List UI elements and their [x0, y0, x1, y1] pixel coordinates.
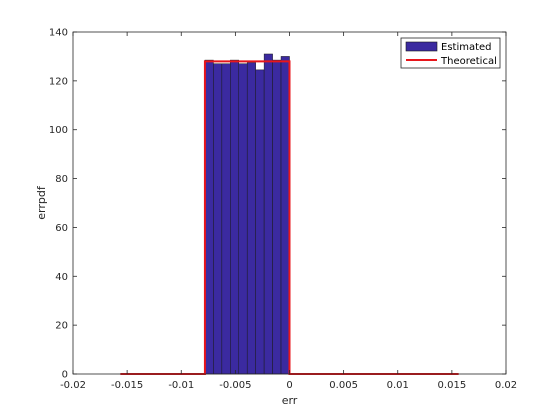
y-tick-label: 80 — [55, 174, 68, 185]
histogram-bar — [213, 63, 223, 375]
histogram-bar — [246, 62, 256, 375]
y-axis-ticks: 0 20 40 60 80 100 120 140 — [49, 28, 506, 381]
x-tick-label: 0.005 — [329, 380, 358, 391]
x-tick-label: 0.01 — [387, 380, 409, 391]
y-tick-label: 20 — [55, 321, 68, 332]
x-tick-label: 0.015 — [438, 380, 467, 391]
histogram-bar — [230, 59, 240, 375]
y-tick-label: 120 — [49, 76, 68, 87]
x-axis-label: err — [282, 394, 298, 407]
legend-theoretical-label: Theoretical — [440, 56, 497, 67]
estimated-bars — [204, 53, 290, 375]
x-axis-ticks: -0.02 -0.015 -0.01 -0.005 0 0.005 0.01 0.015 0.0… — [60, 32, 517, 391]
y-tick-label: 40 — [55, 272, 68, 283]
x-tick-label: -0.005 — [219, 380, 251, 391]
y-tick-label: 60 — [55, 223, 68, 234]
histogram-bar — [263, 53, 273, 375]
histogram-bar — [238, 63, 248, 375]
legend-estimated-swatch — [405, 41, 438, 52]
x-tick-label: -0.02 — [60, 380, 86, 391]
x-tick-label: -0.01 — [168, 380, 194, 391]
histogram-bar — [255, 69, 265, 375]
y-tick-label: 100 — [49, 125, 68, 136]
legend-estimated-label: Estimated — [441, 42, 492, 53]
histogram-bar — [204, 59, 214, 375]
x-tick-label: 0 — [286, 380, 292, 391]
x-tick-label: 0.02 — [495, 380, 517, 391]
histogram-bar — [280, 56, 290, 375]
histogram-bar — [221, 63, 231, 375]
y-tick-label: 0 — [62, 370, 68, 381]
legend: Estimated Theoretical — [400, 37, 501, 69]
x-tick-label: -0.015 — [111, 380, 143, 391]
y-tick-label: 140 — [49, 28, 68, 39]
y-axis-label: errpdf — [35, 185, 48, 220]
histogram-bar — [272, 59, 282, 375]
